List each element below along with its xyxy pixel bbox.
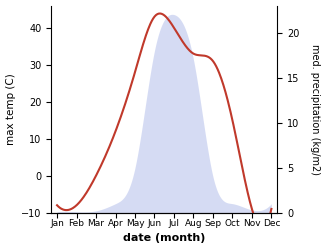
X-axis label: date (month): date (month)	[123, 234, 205, 244]
Y-axis label: med. precipitation (kg/m2): med. precipitation (kg/m2)	[310, 44, 320, 175]
Y-axis label: max temp (C): max temp (C)	[6, 73, 16, 145]
